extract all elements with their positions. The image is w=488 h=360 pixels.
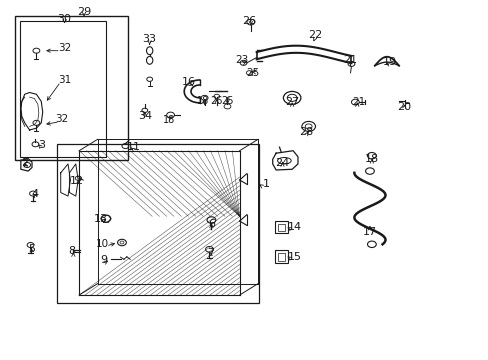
Text: 26: 26 — [242, 16, 256, 26]
Text: 5: 5 — [28, 244, 35, 253]
Text: 12: 12 — [70, 176, 83, 186]
Text: 2: 2 — [21, 158, 28, 168]
Text: 18: 18 — [197, 96, 209, 107]
Text: 28: 28 — [299, 127, 313, 137]
Text: 4: 4 — [32, 189, 39, 199]
Text: 21: 21 — [343, 55, 357, 65]
Text: 34: 34 — [138, 111, 152, 121]
Text: 31: 31 — [58, 75, 71, 85]
Bar — [274, 250, 287, 263]
Text: 24: 24 — [275, 158, 289, 168]
Bar — [277, 224, 285, 231]
Text: 33: 33 — [142, 34, 156, 44]
Text: 10: 10 — [96, 239, 109, 249]
Text: 25: 25 — [221, 96, 233, 107]
Text: 23: 23 — [235, 55, 248, 65]
Text: 3: 3 — [38, 140, 45, 150]
Bar — [277, 252, 285, 261]
Text: 1: 1 — [263, 179, 269, 189]
Text: 32: 32 — [56, 114, 69, 124]
Text: 29: 29 — [77, 7, 91, 17]
Text: 7: 7 — [206, 248, 214, 258]
Text: 25: 25 — [246, 68, 259, 78]
Text: 18: 18 — [364, 154, 378, 164]
Text: 8: 8 — [68, 247, 75, 256]
Text: 30: 30 — [58, 14, 71, 24]
Text: 27: 27 — [285, 97, 299, 107]
Text: 21: 21 — [351, 97, 365, 107]
Text: 26: 26 — [210, 96, 223, 107]
Text: 19: 19 — [383, 57, 397, 67]
Text: 20: 20 — [396, 102, 410, 112]
Text: 32: 32 — [58, 43, 71, 53]
Text: 15: 15 — [287, 252, 302, 262]
Bar — [274, 221, 287, 233]
Text: 9: 9 — [100, 255, 107, 265]
Text: 14: 14 — [287, 222, 302, 232]
Text: 6: 6 — [207, 219, 215, 229]
Text: 11: 11 — [126, 142, 141, 152]
Text: 22: 22 — [307, 30, 322, 40]
Text: 16: 16 — [181, 77, 195, 87]
Text: 13: 13 — [94, 214, 108, 224]
Text: 17: 17 — [362, 227, 376, 237]
Text: 18: 18 — [163, 115, 175, 125]
